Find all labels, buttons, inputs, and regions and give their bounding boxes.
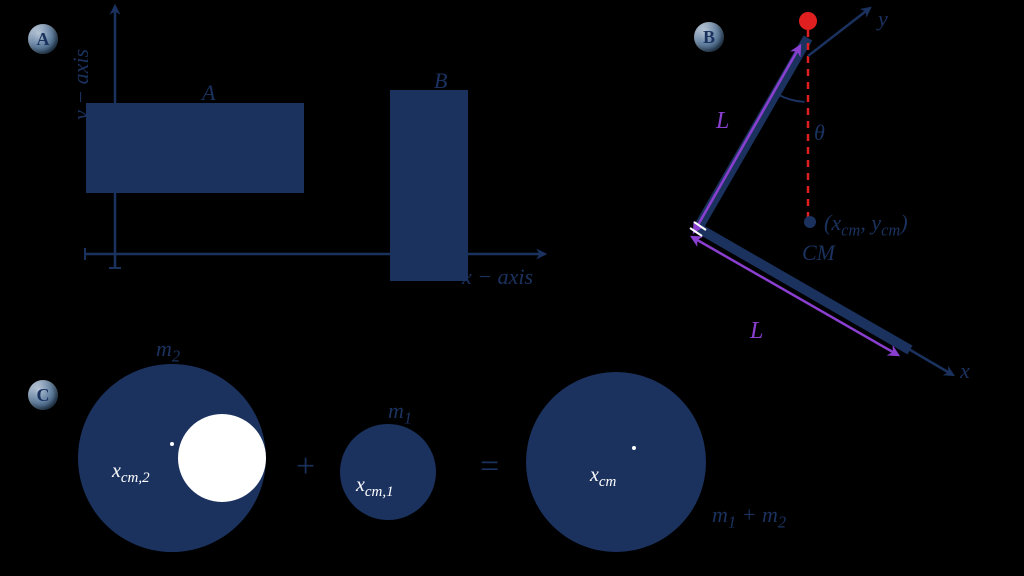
cm-coords-label: (xcm, ycm) bbox=[824, 210, 908, 240]
rect-a-label: A bbox=[202, 80, 215, 106]
xcm2-label: xcm,2 bbox=[112, 460, 150, 487]
badge-b-letter: B bbox=[703, 27, 715, 48]
xcm-sum-label: xcm bbox=[590, 464, 616, 491]
panel-badge-a: A bbox=[28, 24, 58, 54]
equals-label: = bbox=[480, 448, 499, 486]
axis-x-label: x bbox=[960, 358, 970, 384]
xcm1-label: xcm,1 bbox=[356, 474, 394, 501]
m2-label: m2 bbox=[156, 336, 180, 366]
badge-c-letter: C bbox=[37, 385, 50, 406]
badge-a-letter: A bbox=[37, 29, 50, 50]
l-upper-label: L bbox=[716, 108, 729, 135]
rect-b-label: B bbox=[434, 68, 447, 94]
m1-label: m1 bbox=[388, 398, 412, 428]
panel-badge-c: C bbox=[28, 380, 58, 410]
axis-y-label: y bbox=[878, 6, 888, 32]
l-lower-label: L bbox=[750, 318, 763, 345]
cm-label: CM bbox=[802, 240, 835, 266]
x-axis-label: x − axis bbox=[462, 264, 533, 290]
y-axis-label: y − axis bbox=[68, 49, 94, 120]
panel-badge-b: B bbox=[694, 22, 724, 52]
theta-label: θ bbox=[814, 120, 825, 146]
plus-label: + bbox=[296, 448, 315, 486]
m1m2-sum-label: m1 + m2 bbox=[712, 502, 786, 532]
